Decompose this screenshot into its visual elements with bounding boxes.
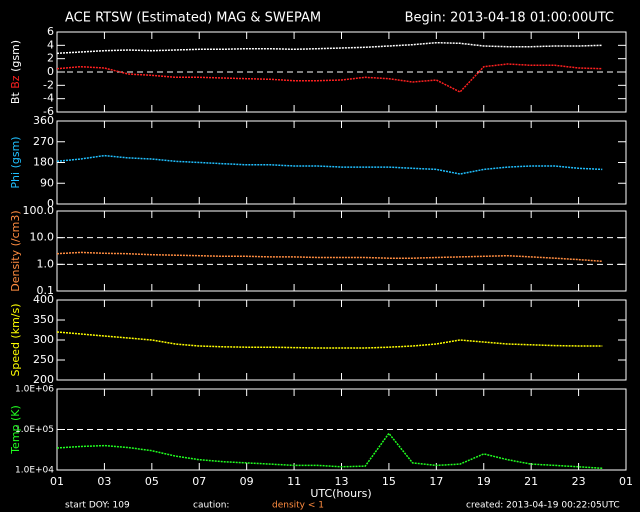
y-axis-label: Density (/cm3) [9,210,22,291]
y-axis-unit: (gsm) [9,40,22,72]
x-axis-label: UTC(hours) [310,487,371,500]
x-tick-label: 01 [50,475,64,488]
y-axis-label: Bt Bz (gsm) [9,40,22,104]
panel-frame [56,210,627,292]
x-tick-label: 07 [192,475,206,488]
y-tick-label: 1.0E+06 [15,385,54,395]
density-note: density < 1 [272,501,324,511]
panel-frame [56,299,627,381]
y-axis-label: Temp (K) [9,405,22,455]
start-doy: start DOY: 109 [65,501,130,511]
series-line [56,63,603,93]
legend-entry: Bt [9,92,22,105]
y-tick-label: 400 [33,293,54,306]
y-tick-label: 1.0E+05 [15,425,54,435]
legend-entry: Bz [9,75,22,89]
y-tick-label: 1.0 [37,257,55,270]
y-tick-label: 360 [33,114,54,127]
begin-time: Begin: 2013-04-18 01:00:00UTC [405,11,614,26]
y-tick-label: 300 [33,333,54,346]
y-tick-label: 1.0E+04 [15,466,54,476]
panel-frame [56,120,627,205]
x-tick-label: 15 [382,475,396,488]
y-tick-label: 0 [47,65,54,78]
y-tick-label: 350 [33,313,54,326]
x-tick-label: 13 [335,475,349,488]
series-line [56,331,603,349]
y-tick-label: 180 [33,156,54,169]
y-tick-label: 200 [33,373,54,386]
y-tick-label: 270 [33,135,54,148]
x-tick-label: 17 [429,475,443,488]
y-tick-label: 2 [47,52,54,65]
x-tick-label: 09 [240,475,254,488]
caution: caution: [193,501,229,511]
y-tick-label: 6 [47,25,54,38]
chart-title: ACE RTSW (Estimated) MAG & SWEPAM [65,11,321,26]
y-axis-label: Phi (gsm) [9,136,22,188]
x-tick-label: 23 [572,475,586,488]
y-tick-label: 4 [47,38,54,51]
y-tick-label: 0.1 [37,284,55,297]
y-tick-label: 0 [47,197,54,210]
y-tick-label: 250 [33,353,54,366]
y-tick-label: -2 [43,78,54,91]
series-line [56,154,603,175]
series-line [56,251,603,263]
created-time: created: 2013-04-19 00:22:05UTC [466,501,620,511]
series-line [56,432,603,470]
x-tick-label: 21 [524,475,538,488]
y-tick-label: -6 [43,105,54,118]
y-tick-label: 10.0 [30,231,55,244]
y-tick-label: 90 [40,176,54,189]
x-tick-label: 01 [619,475,633,488]
x-tick-label: 03 [97,475,111,488]
x-tick-label: 11 [287,475,301,488]
x-tick-label: 19 [477,475,491,488]
y-axis-label: Speed (km/s) [9,303,22,376]
series-line [56,41,603,55]
x-tick-label: 05 [145,475,159,488]
y-tick-label: -4 [43,92,54,105]
y-tick-label: 100.0 [23,204,55,217]
